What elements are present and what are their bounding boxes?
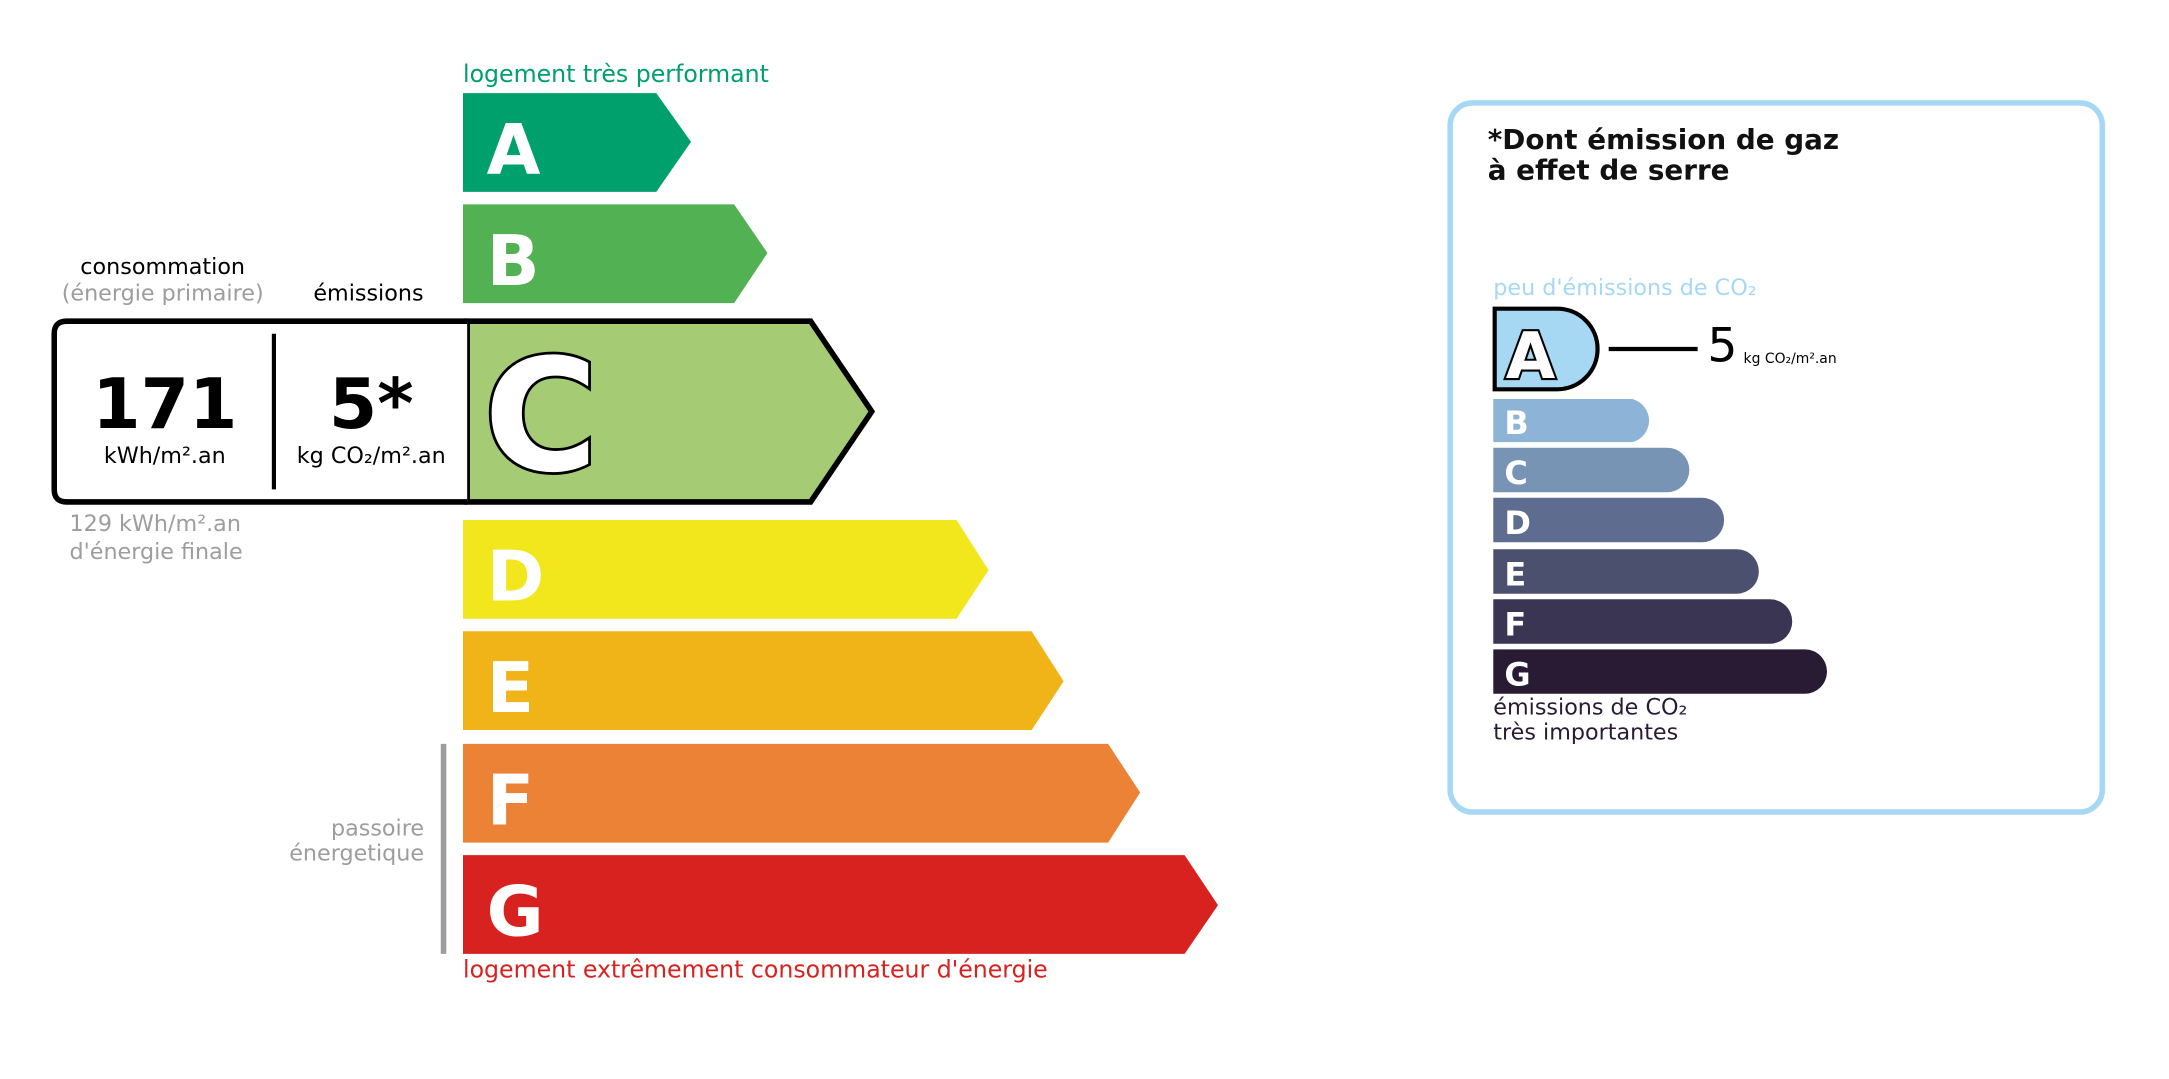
svg-text:G: G	[487, 872, 544, 953]
consumption-sublabel: (énergie primaire)	[61, 279, 264, 306]
ges-bar-a-current: A	[1492, 306, 1600, 396]
consumption-value: 171	[92, 364, 238, 445]
ges-title: *Dont émission de gaz à effet de serre	[1487, 122, 1840, 187]
emissions-value: 5*	[328, 364, 414, 445]
final-energy: 129 kWh/m².an d'énergie finale	[69, 510, 243, 565]
svg-text:C: C	[1504, 454, 1527, 492]
energy-top-label: logement très performant	[463, 61, 769, 89]
svg-text:A: A	[487, 110, 541, 191]
ges-bar-e: E	[1493, 549, 1759, 594]
consumption-unit: kWh/m².an	[103, 442, 226, 469]
energy-bottom-label: logement extrêmement consommateur d'éner…	[463, 956, 1048, 985]
svg-text:F: F	[1504, 605, 1526, 643]
energy-bar-e: E	[463, 631, 1064, 730]
ges-top-label: peu d'émissions de CO₂	[1493, 273, 1757, 301]
energy-bar-c-current: C	[464, 318, 876, 510]
ges-bar-d: D	[1493, 497, 1725, 543]
energy-bar-a: A	[463, 93, 692, 192]
ges-bar-g: G	[1493, 649, 1827, 694]
energy-bar-f: F	[463, 743, 1141, 843]
energy-bar-b: B	[463, 204, 768, 304]
svg-text:E: E	[487, 648, 535, 729]
energy-bar-d: D	[463, 520, 989, 619]
ges-unit: kg CO₂/m².an	[1743, 351, 1837, 368]
svg-text:A: A	[1506, 320, 1556, 394]
ges-value: 5	[1707, 318, 1738, 375]
svg-text:D: D	[487, 537, 545, 618]
svg-text:G: G	[1504, 655, 1530, 693]
ges-bar-b: B	[1493, 399, 1650, 443]
svg-text:E: E	[1504, 555, 1526, 593]
emissions-label: émissions	[313, 279, 424, 306]
consumption-label: consommation	[80, 253, 246, 280]
svg-text:C: C	[484, 325, 598, 507]
svg-text:F: F	[487, 761, 535, 842]
value-box	[51, 318, 468, 505]
svg-text:B: B	[487, 221, 540, 302]
ges-bar-f: F	[1493, 599, 1793, 644]
emissions-unit: kg CO₂/m².an	[296, 442, 446, 469]
ges-bar-c: C	[1493, 447, 1690, 493]
ges-bottom-label: émissions de CO₂ très importantes	[1493, 693, 1688, 746]
energy-bar-g: G	[463, 855, 1218, 954]
svg-text:D: D	[1504, 504, 1531, 542]
passoire-label: passoire énergetique	[289, 814, 425, 867]
svg-text:B: B	[1504, 404, 1528, 442]
